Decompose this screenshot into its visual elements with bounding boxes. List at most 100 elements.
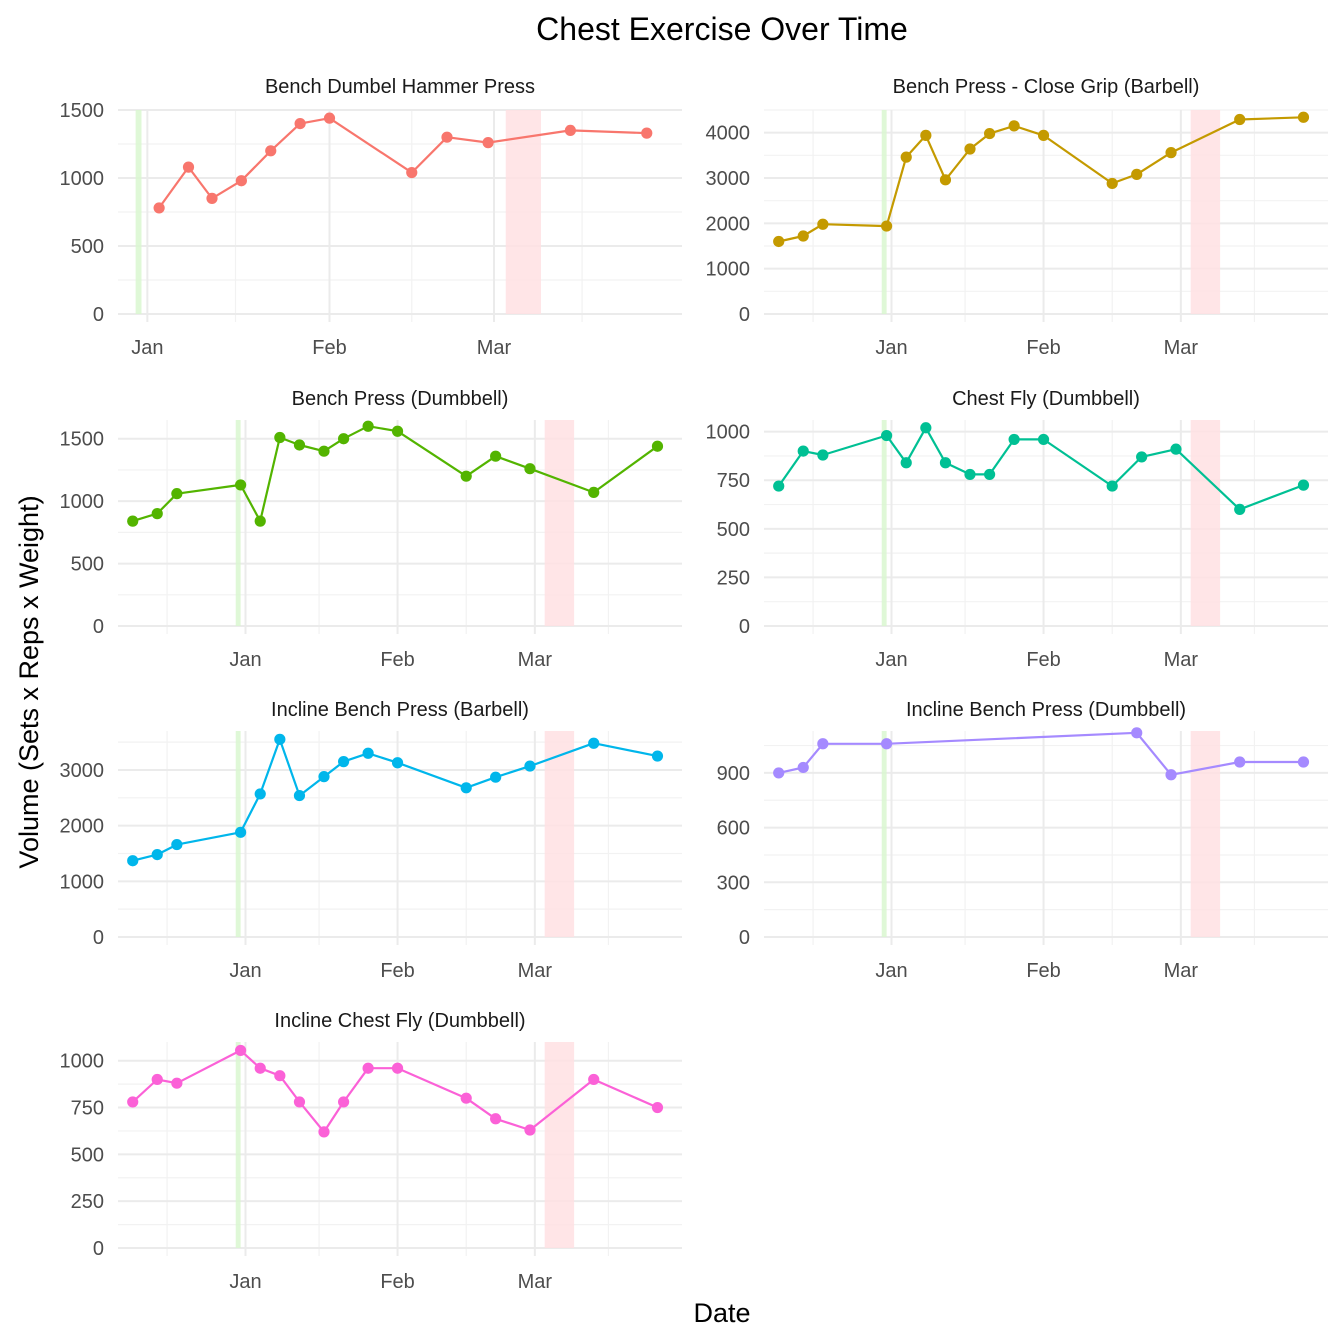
y-tick-label: 1000	[706, 259, 751, 281]
data-point	[362, 747, 374, 759]
data-point	[1008, 433, 1020, 446]
data-point	[254, 515, 266, 527]
y-tick-label: 250	[717, 567, 750, 589]
data-point	[235, 1044, 247, 1057]
data-point	[323, 112, 336, 124]
data-point	[391, 1062, 404, 1074]
data-point	[151, 849, 163, 861]
y-tick-label: 3000	[706, 168, 751, 190]
series-line	[777, 426, 1304, 511]
data-point	[406, 166, 418, 179]
data-point	[206, 192, 218, 204]
data-point	[524, 760, 536, 772]
highlight-band-green	[881, 110, 887, 314]
data-point	[588, 486, 600, 499]
y-tick-label: 0	[93, 927, 104, 949]
y-tick-label: 2000	[706, 213, 751, 235]
data-point	[153, 202, 165, 214]
x-tick-label: Feb	[312, 337, 346, 359]
x-tick-label: Jan	[229, 649, 261, 671]
data-point	[293, 439, 306, 451]
panel-incline-chest-fly-dumbbell: Incline Chest Fly (Dumbbell) 0 250 500 750 10…	[60, 1010, 682, 1293]
series-line	[131, 1049, 658, 1134]
data-point	[318, 445, 330, 457]
panel-title: Bench Press (Dumbbell)	[292, 388, 509, 410]
y-tick-label: 500	[71, 1144, 104, 1166]
data-point	[171, 488, 183, 500]
data-point	[235, 826, 247, 838]
data-point	[235, 479, 247, 491]
y-tick-label: 500	[717, 519, 750, 541]
series-line	[132, 738, 658, 862]
data-point	[318, 1126, 330, 1138]
data-point	[338, 1096, 350, 1108]
data-point	[338, 756, 350, 768]
data-point	[127, 1096, 139, 1108]
data-point	[127, 515, 139, 527]
highlight-band-green	[235, 1042, 241, 1248]
series-line	[158, 117, 647, 209]
data-point	[964, 143, 976, 155]
data-point	[641, 127, 653, 139]
data-point	[939, 457, 952, 469]
data-point	[1234, 756, 1246, 768]
data-point	[1165, 147, 1177, 159]
data-point	[274, 431, 286, 444]
y-tick-label: 2000	[60, 816, 105, 838]
x-tick-label: Mar	[518, 649, 553, 671]
data-point	[881, 220, 893, 232]
highlight-band-green	[135, 110, 142, 314]
highlight-band-green	[881, 731, 887, 937]
data-point	[127, 855, 139, 867]
x-tick-label: Mar	[1164, 960, 1199, 982]
y-tick-label: 4000	[706, 123, 751, 145]
chart-title: Chest Exercise Over Time	[536, 11, 908, 47]
data-point	[1037, 433, 1050, 446]
data-point	[1106, 480, 1118, 492]
data-point	[797, 761, 809, 774]
y-axis-title: Volume (Sets x Reps x Weight)	[14, 495, 44, 868]
panels: Bench Dumbel Hammer Press 0 500 1000 1500 Jan…	[60, 76, 1328, 1293]
data-point	[293, 789, 306, 802]
panel-bench-dumbel-hammer-press: Bench Dumbel Hammer Press 0 500 1000 1500 Jan…	[60, 76, 682, 359]
highlight-band-green	[881, 420, 887, 626]
data-point	[817, 738, 829, 750]
data-point	[151, 508, 163, 520]
data-point	[524, 463, 536, 475]
data-point	[1234, 503, 1246, 515]
data-point	[441, 131, 453, 143]
highlight-band-red	[544, 731, 575, 937]
data-point	[1037, 129, 1050, 141]
data-point	[362, 1062, 374, 1074]
y-tick-label: 0	[739, 927, 750, 949]
y-tick-label: 900	[717, 763, 750, 785]
highlight-band-green	[235, 420, 241, 626]
y-tick-label: 1000	[60, 1051, 105, 1073]
panel-title: Chest Fly (Dumbbell)	[952, 388, 1140, 410]
data-point	[1008, 120, 1020, 132]
panel-chest-fly-dumbbell: Chest Fly (Dumbbell) 0 250 500 750 1000 Jan Feb…	[706, 388, 1328, 671]
panel-bench-press-close-grip-barbell: Bench Press - Close Grip (Barbell) 0 1000 2…	[706, 76, 1328, 359]
x-tick-label: Jan	[131, 337, 163, 359]
y-tick-label: 250	[71, 1191, 104, 1213]
data-point	[651, 1101, 664, 1114]
data-point	[151, 1073, 163, 1086]
data-point	[460, 782, 472, 794]
y-tick-label: 1000	[60, 491, 105, 513]
highlight-band-red	[1190, 731, 1221, 937]
y-tick-label: 0	[739, 616, 750, 638]
y-tick-label: 3000	[60, 760, 105, 782]
x-tick-label: Jan	[875, 960, 907, 982]
data-point	[984, 127, 996, 140]
data-point	[1131, 168, 1143, 180]
data-point	[1234, 113, 1246, 126]
highlight-band-red	[1190, 110, 1221, 314]
series-line	[778, 116, 1304, 243]
data-point	[338, 433, 350, 445]
x-tick-label: Mar	[518, 960, 553, 982]
panel-title: Bench Dumbel Hammer Press	[265, 76, 535, 98]
data-point	[564, 124, 576, 136]
data-point	[1136, 451, 1148, 463]
data-point	[1165, 769, 1177, 781]
